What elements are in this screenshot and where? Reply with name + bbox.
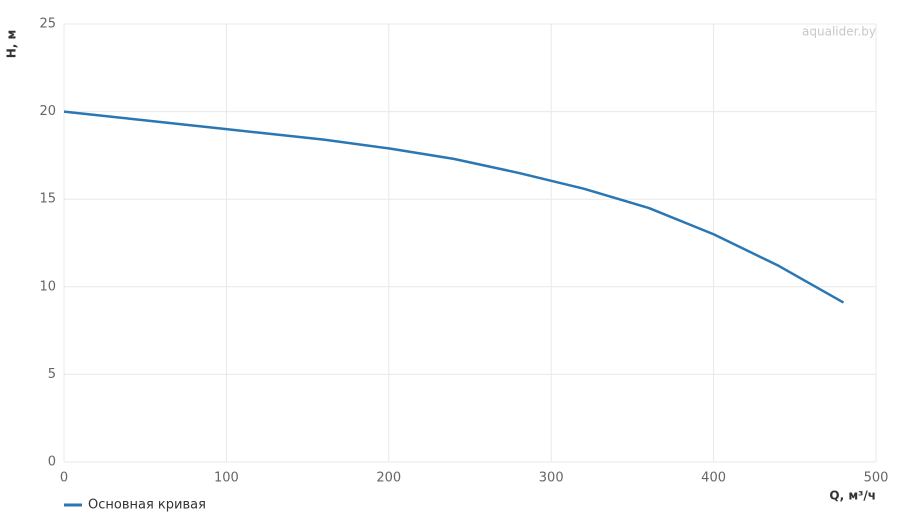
legend-label: Основная кривая (88, 498, 206, 513)
x-tick-label: 400 (701, 471, 726, 486)
x-tick-label: 0 (60, 471, 68, 486)
x-axis-title: Q, м³/ч (829, 489, 876, 503)
y-axis-title: H, м (5, 30, 19, 59)
y-tick-label: 5 (48, 367, 56, 382)
x-tick-label: 100 (214, 471, 239, 486)
y-tick-label: 20 (39, 104, 56, 119)
line-series (63, 110, 845, 304)
y-tick-label: 10 (39, 279, 56, 294)
x-tick-label: 200 (376, 471, 401, 486)
x-tick-label: 500 (864, 471, 889, 486)
y-tick-label: 25 (39, 17, 56, 32)
x-tick-label: 300 (539, 471, 564, 486)
watermark: aqualider.by (802, 25, 876, 39)
y-tick-label: 15 (39, 192, 56, 207)
y-tick-label: 0 (48, 455, 56, 470)
